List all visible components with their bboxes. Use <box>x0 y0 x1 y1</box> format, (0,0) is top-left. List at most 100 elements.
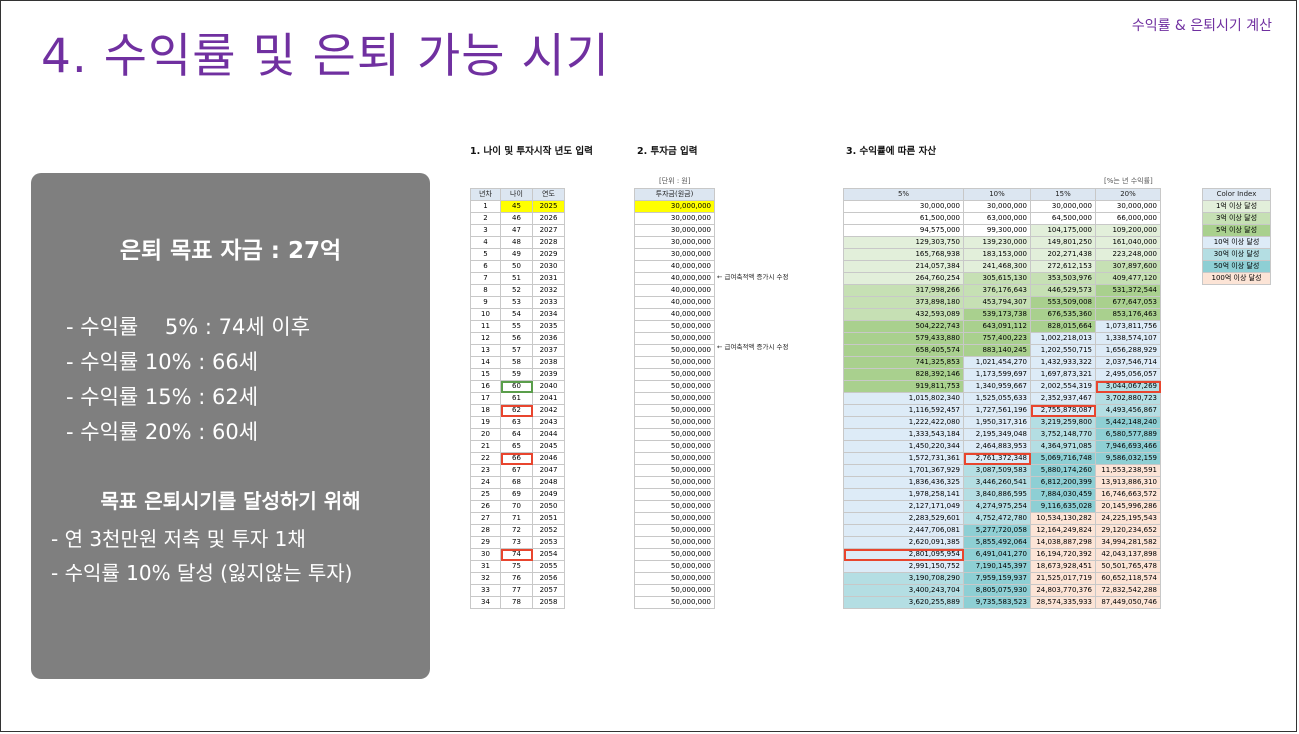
return-line: - 수익률 20% : 60세 <box>66 420 259 444</box>
table-row: 23 67 2047 <box>470 464 565 477</box>
year-cell: 26 <box>470 500 501 513</box>
year-cell: 17 <box>470 392 501 405</box>
asset-cell: 99,300,000 <box>963 224 1031 237</box>
calendar-year-cell: 2038 <box>532 356 565 369</box>
principal-cell: 50,000,000 <box>634 560 715 573</box>
table-row: 8 52 2032 <box>470 284 565 297</box>
calendar-year-cell: 2049 <box>532 488 565 501</box>
asset-cell: 161,040,000 <box>1095 236 1161 249</box>
age-cell: 45 <box>500 200 533 213</box>
principal-cell: 50,000,000 <box>634 524 715 537</box>
table-row: 94,575,000 99,300,000 104,175,000 109,200,0… <box>843 224 1161 237</box>
age-cell: 54 <box>500 308 533 321</box>
table-row: 579,433,880 757,400,223 1,002,218,013 1,338… <box>843 332 1161 345</box>
table-row: 129,303,750 139,230,000 149,801,250 161,040… <box>843 236 1161 249</box>
principal-cell: 50,000,000 <box>634 452 715 465</box>
table-row: 50,000,000 <box>634 464 715 477</box>
year-cell: 30 <box>470 548 501 561</box>
table-row: 21 65 2045 <box>470 440 565 453</box>
legend-row: 3억 이상 달성 <box>1202 212 1271 225</box>
asset-cell: 20,145,996,286 <box>1095 500 1161 513</box>
year-cell: 2 <box>470 212 501 225</box>
calendar-year-cell: 2044 <box>532 428 565 441</box>
asset-table: 5% 10% 15% 20% 30,000,000 30,000,000 30,00… <box>843 188 1161 609</box>
asset-cell: 1,116,592,457 <box>843 404 964 417</box>
plan-subtitle: 목표 은퇴시기를 달성하기 위해 <box>100 489 361 513</box>
col-header: Color Index <box>1202 188 1271 201</box>
asset-cell: 30,000,000 <box>1095 200 1161 213</box>
asset-cell: 3,190,708,290 <box>843 572 964 585</box>
asset-cell: 61,500,000 <box>843 212 964 225</box>
year-cell: 25 <box>470 488 501 501</box>
table-row: 919,811,753 1,340,959,667 2,002,554,319 3,0… <box>843 380 1161 393</box>
asset-cell: 828,015,664 <box>1030 320 1096 333</box>
asset-cell: 2,464,883,953 <box>963 440 1031 453</box>
asset-cell: 1,572,731,361 <box>843 452 964 465</box>
asset-cell: 6,580,577,889 <box>1095 428 1161 441</box>
table-row: 14 58 2038 <box>470 356 565 369</box>
asset-cell: 7,190,145,397 <box>963 560 1031 573</box>
table-row: 30,000,000 <box>634 200 715 213</box>
asset-cell: 676,535,360 <box>1030 308 1096 321</box>
asset-cell: 5,855,492,064 <box>963 536 1031 549</box>
year-cell: 33 <box>470 584 501 597</box>
table-row: 50,000,000 <box>634 572 715 585</box>
table-row: 40,000,000 <box>634 296 715 309</box>
age-cell: 58 <box>500 356 533 369</box>
asset-cell: 504,222,743 <box>843 320 964 333</box>
principal-cell: 40,000,000 <box>634 284 715 297</box>
asset-cell: 87,449,050,746 <box>1095 596 1161 609</box>
age-cell: 72 <box>500 524 533 537</box>
asset-cell: 1,432,933,322 <box>1030 356 1096 369</box>
asset-cell: 757,400,223 <box>963 332 1031 345</box>
principal-cell: 50,000,000 <box>634 440 715 453</box>
calendar-year-cell: 2036 <box>532 332 565 345</box>
calendar-year-cell: 2054 <box>532 548 565 561</box>
asset-cell: 553,509,008 <box>1030 296 1096 309</box>
calendar-year-cell: 2057 <box>532 584 565 597</box>
principal-cell: 50,000,000 <box>634 404 715 417</box>
col-header: 10% <box>963 188 1031 201</box>
principal-cell: 50,000,000 <box>634 500 715 513</box>
year-cell: 14 <box>470 356 501 369</box>
asset-cell: 2,991,150,752 <box>843 560 964 573</box>
year-cell: 31 <box>470 560 501 573</box>
asset-cell: 16,746,663,572 <box>1095 488 1161 501</box>
asset-cell: 9,116,635,028 <box>1030 500 1096 513</box>
table-row: 1,450,220,344 2,464,883,953 4,364,971,085 7… <box>843 440 1161 453</box>
age-cell: 52 <box>500 284 533 297</box>
calendar-year-cell: 2046 <box>532 452 565 465</box>
asset-cell: 1,450,220,344 <box>843 440 964 453</box>
asset-cell: 643,091,112 <box>963 320 1031 333</box>
table-row: 658,405,574 883,140,245 1,202,550,715 1,656… <box>843 344 1161 357</box>
asset-cell: 579,433,880 <box>843 332 964 345</box>
table-row: 828,392,146 1,173,599,697 1,697,873,321 2,4… <box>843 368 1161 381</box>
asset-cell: 3,400,243,704 <box>843 584 964 597</box>
col-header: 5% <box>843 188 964 201</box>
table-row: 50,000,000 <box>634 500 715 513</box>
section-2-title: 2. 투자금 입력 <box>637 146 698 157</box>
return-line: - 수익률 10% : 66세 <box>66 350 259 374</box>
table-row: 214,057,384 241,468,300 272,612,153 307,897… <box>843 260 1161 273</box>
age-cell: 59 <box>500 368 533 381</box>
principal-cell: 50,000,000 <box>634 380 715 393</box>
age-cell: 76 <box>500 572 533 585</box>
principal-cell: 30,000,000 <box>634 236 715 249</box>
table-row: 34 78 2058 <box>470 596 565 609</box>
asset-cell: 1,525,055,633 <box>963 392 1031 405</box>
table-row: 22 66 2046 <box>470 452 565 465</box>
asset-cell: 13,913,886,310 <box>1095 476 1161 489</box>
asset-cell: 453,794,307 <box>963 296 1031 309</box>
calendar-year-cell: 2041 <box>532 392 565 405</box>
legend-item: 30억 이상 달성 <box>1202 248 1271 261</box>
year-cell: 29 <box>470 536 501 549</box>
asset-cell: 24,225,195,543 <box>1095 512 1161 525</box>
principal-cell: 50,000,000 <box>634 332 715 345</box>
asset-cell: 16,194,720,392 <box>1030 548 1096 561</box>
asset-cell: 30,000,000 <box>963 200 1031 213</box>
table-row: 50,000,000 <box>634 392 715 405</box>
asset-cell: 3,620,255,889 <box>843 596 964 609</box>
table-row: 50,000,000 <box>634 596 715 609</box>
asset-cell: 2,495,056,057 <box>1095 368 1161 381</box>
year-cell: 5 <box>470 248 501 261</box>
